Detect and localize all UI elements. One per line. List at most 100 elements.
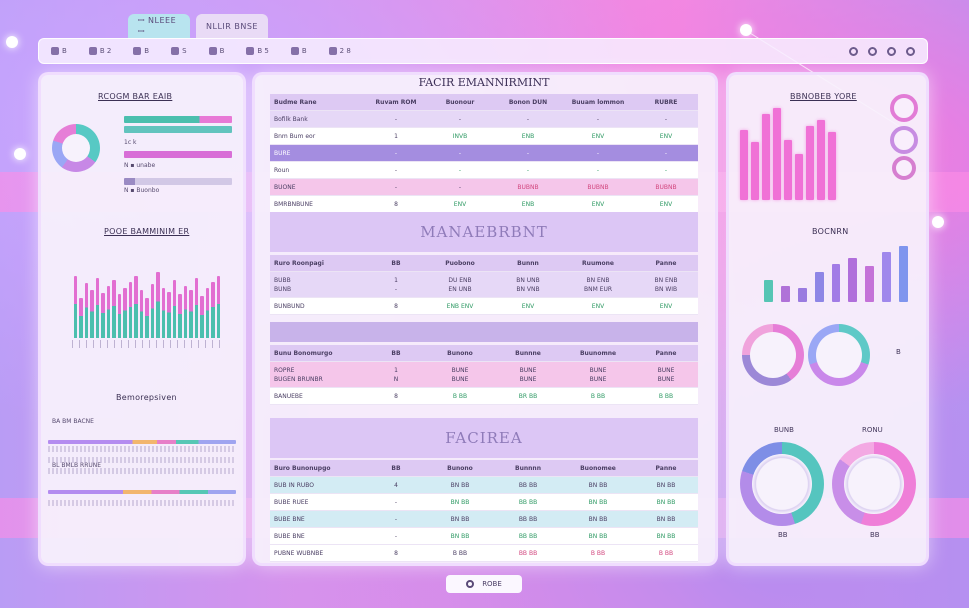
bar <box>134 276 138 338</box>
table-row[interactable]: BURE - - - - - <box>270 145 698 162</box>
table-header-cell[interactable]: Ruumone <box>582 259 614 267</box>
bar <box>139 290 144 338</box>
table-row[interactable]: BUBE RUEE - BN BB BB BB BN BB BN BB <box>270 494 698 511</box>
table-header-cell[interactable]: Puobono <box>445 259 475 267</box>
table-header-cell[interactable]: Bunnnn <box>515 464 541 472</box>
table-row[interactable]: ROPRE BUGEN BRUNBR 1 N BUNE BUNE BUNE BUNE B… <box>270 362 698 388</box>
table-cell: PUBNE WUBNBE <box>274 549 324 557</box>
bar <box>189 290 193 338</box>
table-header-cell[interactable]: Budme Rane <box>274 98 317 106</box>
bar <box>172 280 177 338</box>
table-header-cell[interactable]: Bunono <box>447 349 473 357</box>
table-row[interactable]: BUBB BUNB 1 - DU ENB EN UNB BN UNB BN VNB BN… <box>270 272 698 298</box>
toolbar-item[interactable]: B <box>133 47 149 55</box>
table-header-cell[interactable]: Buuam lommon <box>571 98 625 106</box>
toolbar-item[interactable]: S <box>171 47 187 55</box>
table-header-cell[interactable]: Panne <box>655 259 677 267</box>
table-header-cell[interactable]: Bunono <box>447 464 473 472</box>
bar <box>194 278 199 338</box>
tab-overview[interactable]: ꟷ NLEEE ꟷ <box>128 14 190 38</box>
table-row[interactable]: Roun - - - - - <box>270 162 698 179</box>
table-cell: - <box>664 115 668 123</box>
table-row[interactable]: BUBE BNE - BN BB BB BB BN BB BN BB <box>270 528 698 545</box>
bar-chart-secondary <box>764 244 909 302</box>
table-row[interactable]: PUBNE WUBNBE 8 B BB BB BB B BB B BB <box>270 545 698 562</box>
table-cell: - <box>458 166 462 174</box>
bar <box>84 283 89 338</box>
toolbar-item[interactable]: B <box>51 47 67 55</box>
bar <box>200 296 204 338</box>
toolbar-item[interactable]: B 2 <box>88 47 111 55</box>
help-icon[interactable] <box>906 46 915 56</box>
file-icon <box>51 47 59 55</box>
table-row[interactable]: Bofilk Bank - - - - - <box>270 111 698 128</box>
table-header-cell[interactable]: Bunnne <box>515 349 541 357</box>
table-header-cell[interactable]: Buro Bunonupgo <box>274 464 331 472</box>
bottom-action-button[interactable]: ROBE <box>446 575 522 593</box>
toggle-icon[interactable] <box>890 94 918 122</box>
table-row[interactable]: BUBE BNE - BN BB BB BB BN BB BN BB <box>270 511 698 528</box>
table-header-cell[interactable]: Buonour <box>445 98 475 106</box>
table-row[interactable]: BMRBNBUNE 8 ENV ENB ENV ENV <box>270 196 698 213</box>
network-node-icon <box>6 36 18 48</box>
table-cell: ENB <box>521 132 535 140</box>
table-cell: - <box>664 166 668 174</box>
table-cell: BN BB <box>450 498 470 506</box>
bar <box>780 286 790 302</box>
table-row[interactable]: BUNBUND 8 ENB ENV ENV ENV ENV <box>270 298 698 315</box>
table-cell: BN BB <box>656 515 676 523</box>
bar <box>90 290 94 338</box>
table-row[interactable]: BANUEBE 8 B BB BR BB B BB B BB <box>270 388 698 405</box>
toggle-icon[interactable] <box>890 126 918 154</box>
table-header-cell[interactable]: Bonon DUN <box>508 98 548 106</box>
table-cell: BUONE <box>274 183 296 191</box>
bar <box>762 114 770 200</box>
bar <box>161 288 166 338</box>
table-cell: BN BB <box>656 498 676 506</box>
table-header-cell[interactable]: Bunnn <box>517 259 539 267</box>
toolbar-item[interactable]: B <box>208 47 224 55</box>
table-header-cell[interactable]: Panne <box>655 464 677 472</box>
table-header-cell[interactable]: BB <box>391 349 401 357</box>
table-header-cell[interactable]: Bunu Bonomurgo <box>274 349 333 357</box>
toggle-icon[interactable] <box>892 156 916 180</box>
tab-analysis[interactable]: NLLIR BNSE <box>196 14 268 38</box>
bar <box>764 280 773 302</box>
table-row[interactable]: Bnm Bum eor 1 INVB ENB ENV ENV <box>270 128 698 145</box>
bar <box>128 282 133 338</box>
table-cell: - <box>458 149 462 157</box>
search-icon[interactable] <box>887 46 896 56</box>
bell-icon[interactable] <box>868 46 877 56</box>
table-cell: ENV <box>591 132 605 140</box>
table-header-cell[interactable]: Panne <box>655 349 677 357</box>
table-header-cell[interactable]: RUBRE <box>654 98 678 106</box>
toolbar-item[interactable]: B 5 <box>246 47 269 55</box>
table-row[interactable]: BUB IN RUBO 4 BN BB BB BB BN BB BN BB <box>270 477 698 494</box>
bar <box>784 140 792 200</box>
user-icon[interactable] <box>849 46 858 56</box>
detail-grid <box>48 500 236 511</box>
large-ring-chart <box>832 442 916 526</box>
table-cell: 8 <box>394 549 398 557</box>
bar-chart <box>740 104 870 200</box>
table-cell: B BB <box>452 392 468 400</box>
table-cell: ENB ENV <box>446 302 474 310</box>
table-cell: 8 <box>394 302 398 310</box>
toolbar-item[interactable]: 2 8 <box>328 47 351 55</box>
table-header-cell[interactable]: BB <box>391 259 401 267</box>
table-row[interactable]: BUONE - - BUBNB BUBNB BUBNB <box>270 179 698 196</box>
settings-icon <box>328 47 337 55</box>
table-header-cell[interactable]: Buunomne <box>579 349 617 357</box>
right-panel-title: BBNOBEB YORE <box>790 92 857 101</box>
table-cell: - <box>394 166 398 174</box>
center-panel-title: FACIR EMANNIRMINT <box>418 76 550 89</box>
table-header-cell[interactable]: Ruro Roonpagi <box>274 259 324 267</box>
toolbar-item[interactable]: B <box>290 47 307 55</box>
table-header-cell[interactable]: BB <box>391 464 401 472</box>
table-cell: BN BB <box>656 481 676 489</box>
table-header-cell[interactable]: Buonomee <box>580 464 616 472</box>
table-cell: BMRBNBUNE <box>274 200 313 208</box>
table-header-cell[interactable]: Ruvam ROM <box>375 98 417 106</box>
stacked-bar-chart <box>74 256 221 338</box>
bar <box>112 280 116 338</box>
